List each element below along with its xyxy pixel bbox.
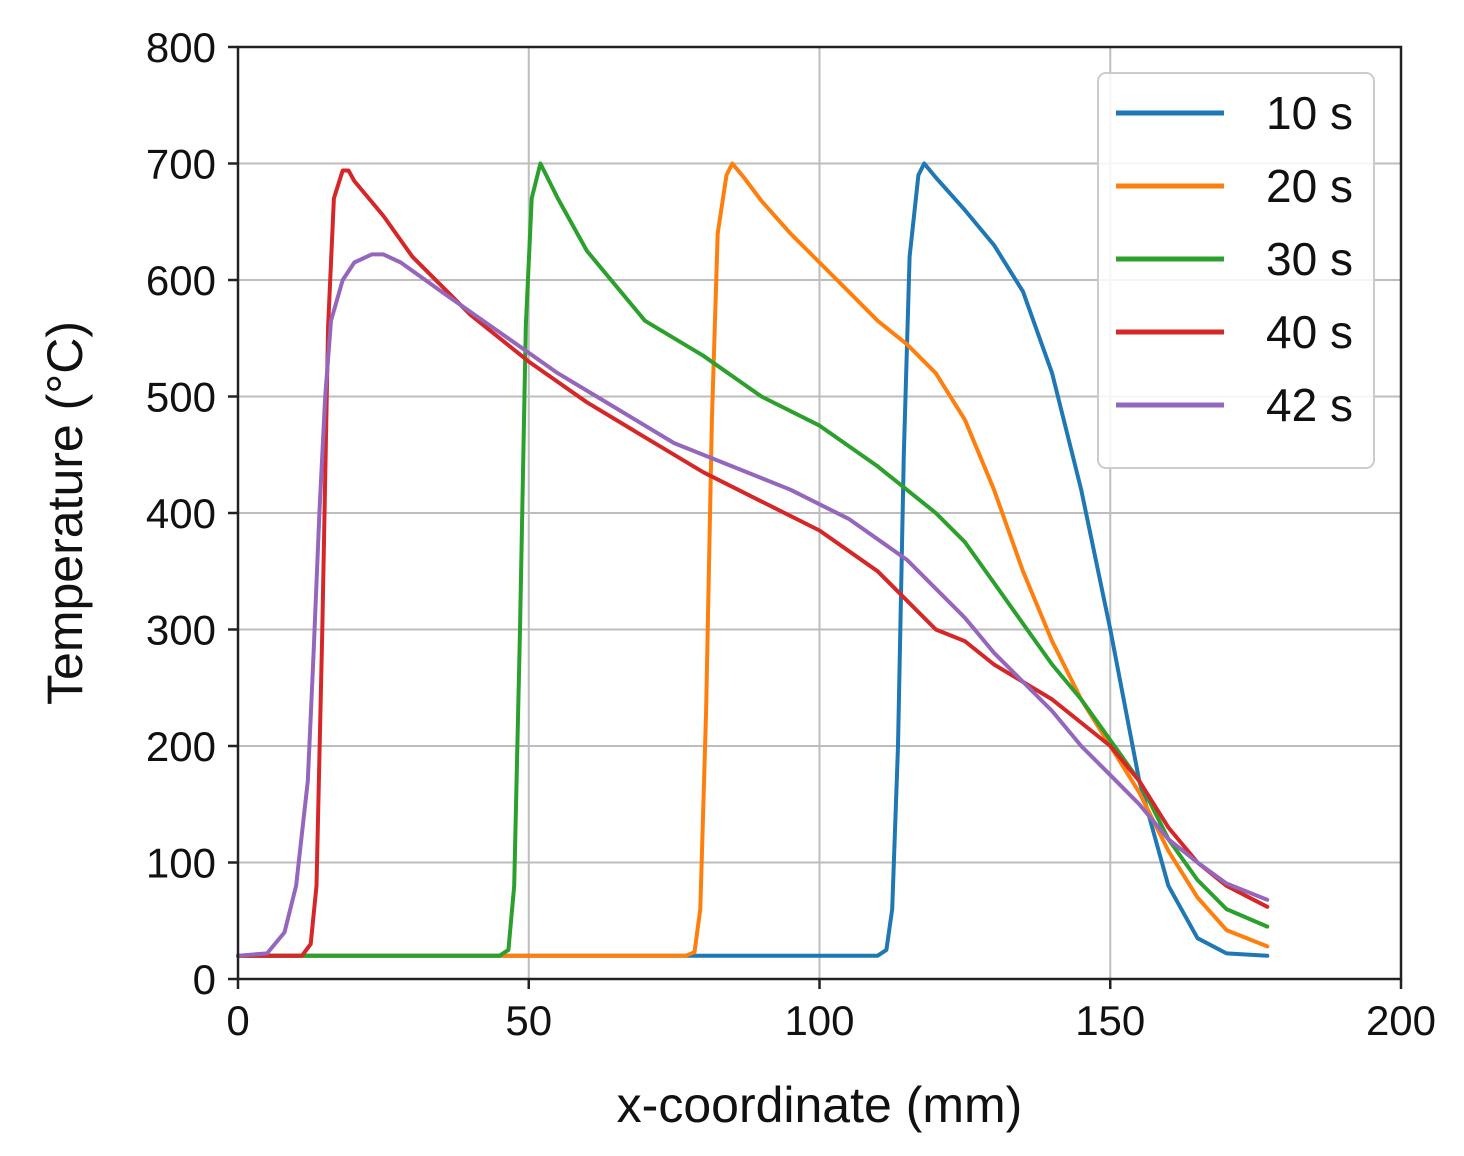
legend-label: 20 s (1266, 160, 1353, 212)
tick-marks (228, 45, 1403, 989)
legend-label: 30 s (1266, 233, 1353, 285)
x-tick-label: 200 (1366, 997, 1436, 1044)
y-tick-label: 500 (146, 374, 216, 421)
series-lines (236, 161, 1270, 958)
y-tick-label: 300 (146, 607, 216, 654)
y-tick-label: 100 (146, 840, 216, 887)
y-tick-label: 700 (146, 141, 216, 188)
tick-labels: 0 50 100 150 200 0 100 200 300 400 500 600 700 800 (146, 24, 1436, 1044)
x-tick-label: 150 (1075, 997, 1145, 1044)
series-line-42-s (236, 252, 1270, 958)
x-tick-label: 100 (784, 997, 854, 1044)
legend-label: 40 s (1266, 306, 1353, 358)
series-line-20-s (236, 161, 1270, 958)
y-axis-title: Temperature (°C) (37, 321, 93, 705)
legend-box (1097, 72, 1375, 469)
y-tick-label: 200 (146, 723, 216, 770)
series-line-10-s (236, 161, 1270, 958)
y-tick-label: 0 (193, 956, 216, 1003)
x-tick-label: 0 (226, 997, 249, 1044)
legend-label: 42 s (1266, 379, 1353, 431)
x-tick-label: 50 (505, 997, 552, 1044)
legend-label: 10 s (1266, 87, 1353, 139)
y-tick-label: 400 (146, 490, 216, 537)
y-tick-label: 600 (146, 257, 216, 304)
x-axis-title: x-coordinate (mm) (617, 1077, 1023, 1133)
y-tick-label: 800 (146, 24, 216, 71)
legend: 10 s 20 s 30 s 40 s 42 s (1097, 72, 1375, 469)
